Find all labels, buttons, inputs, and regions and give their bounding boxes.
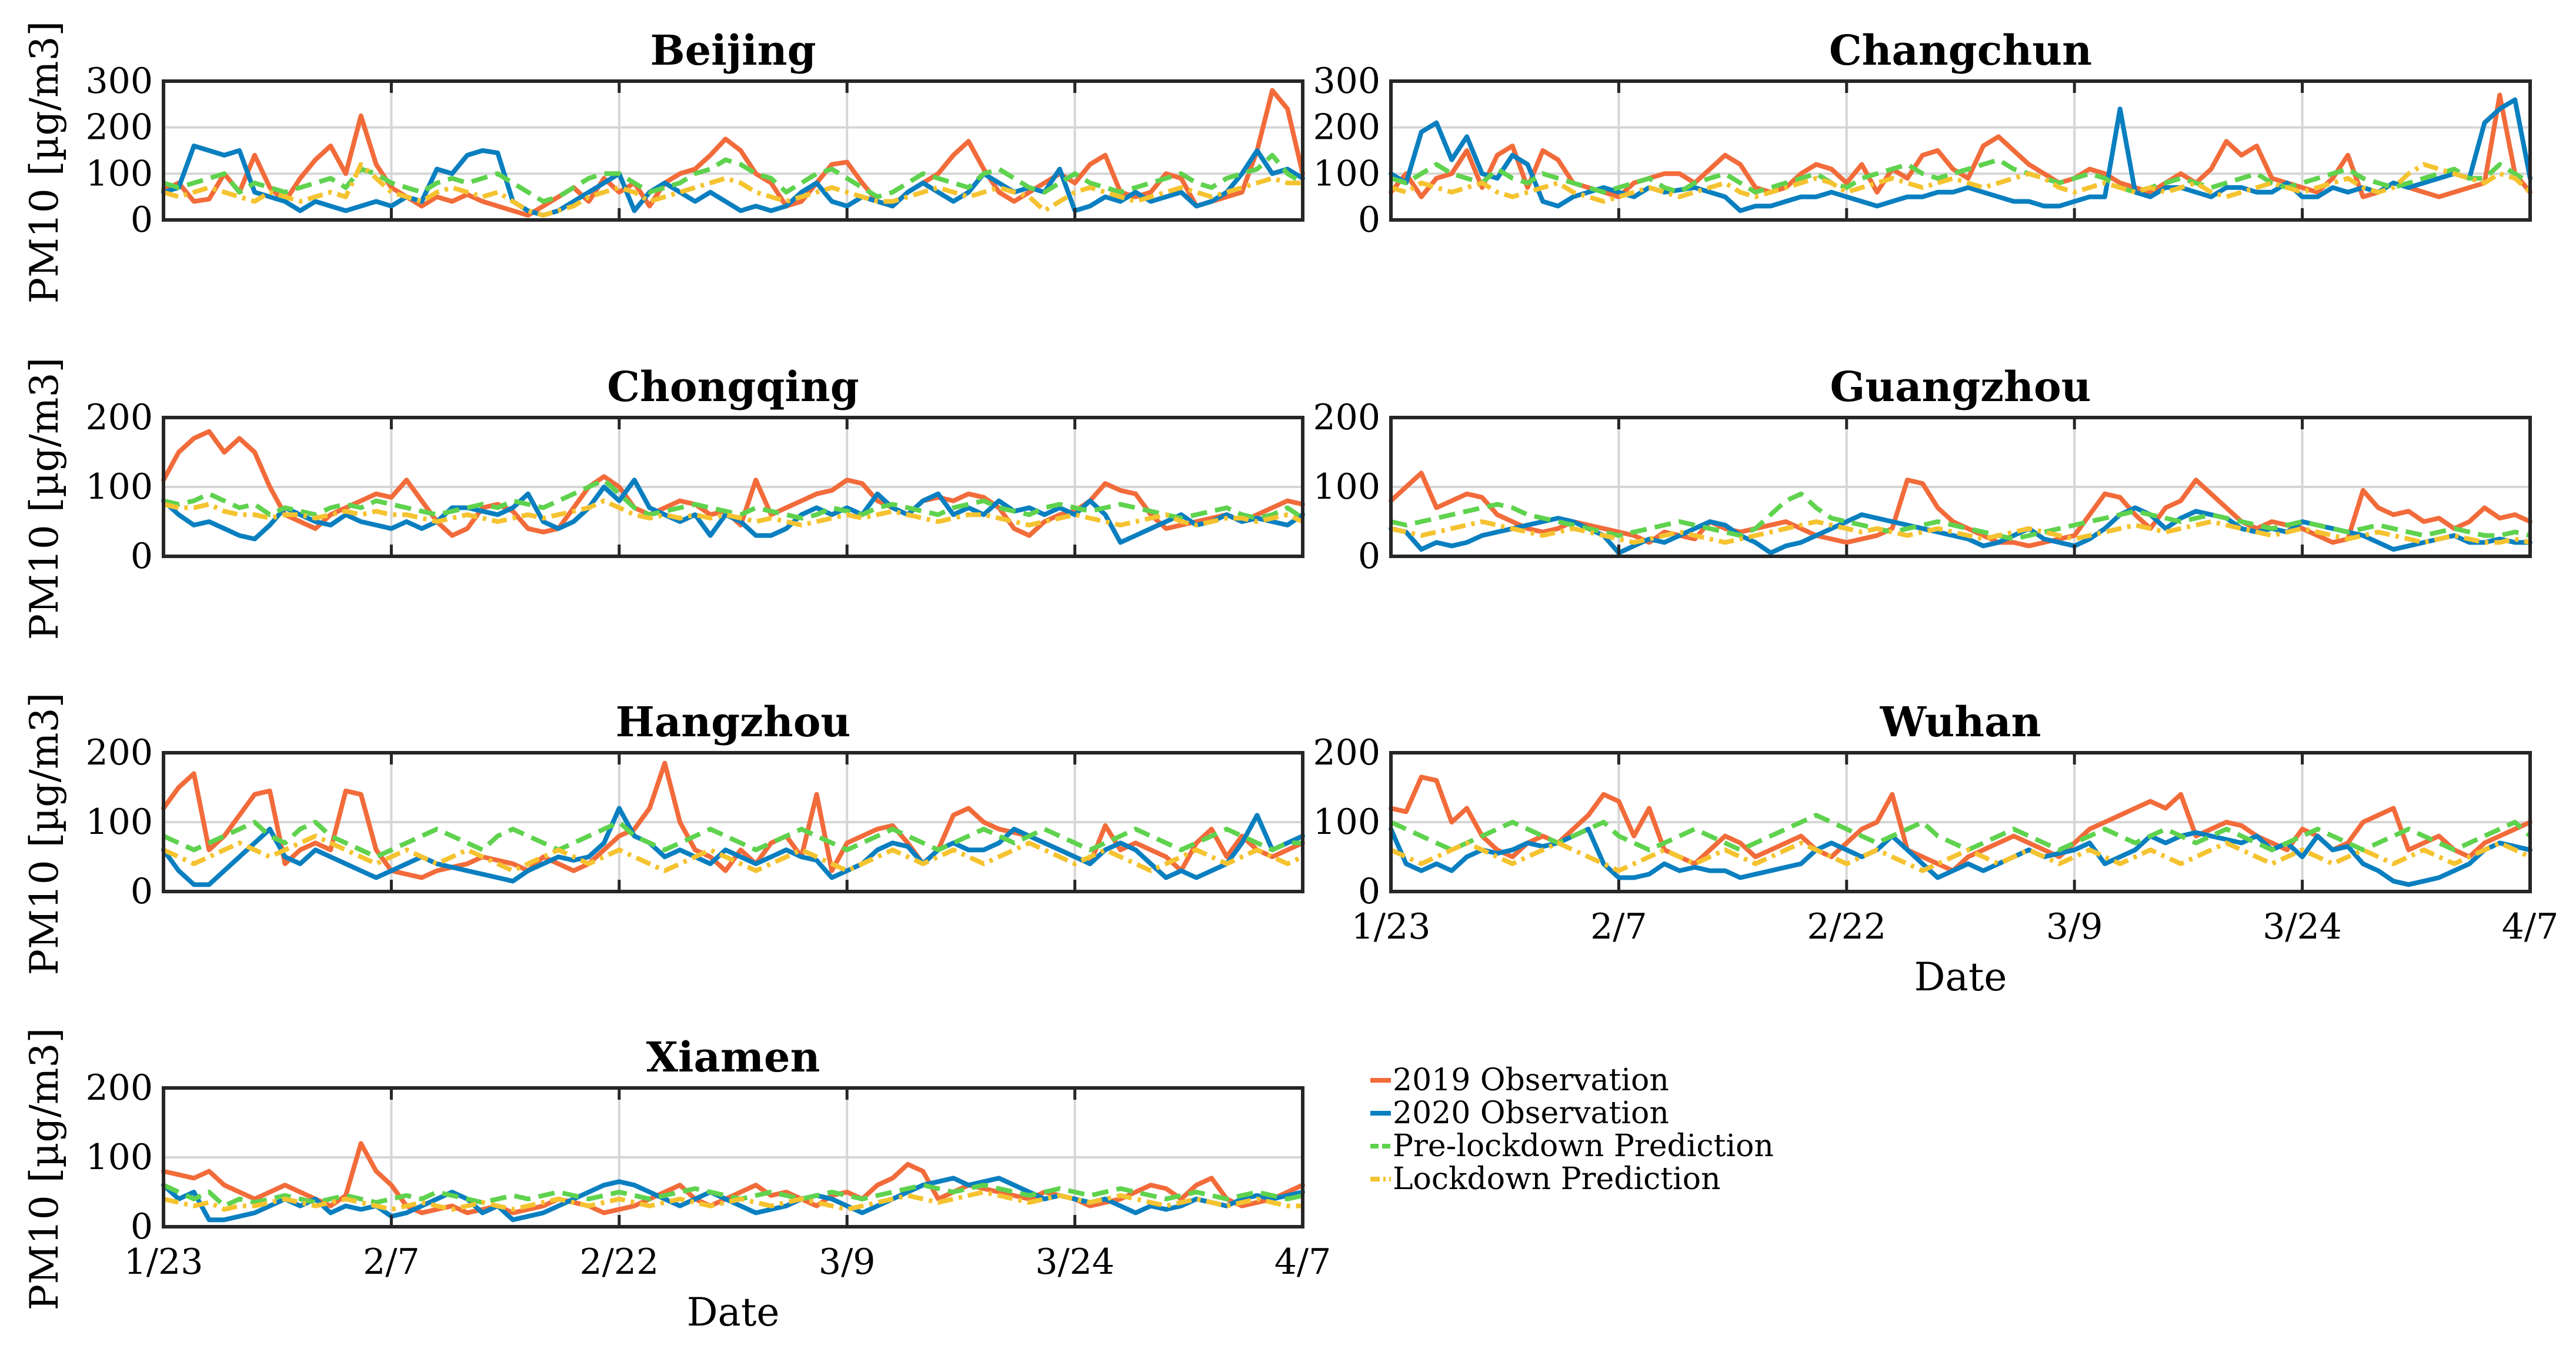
y-tick-label: 100: [85, 802, 153, 843]
series-line-lockdown-prediction: [1390, 840, 2531, 873]
chart-title: Hangzhou: [616, 697, 851, 746]
y-tick-label: 100: [85, 466, 153, 508]
series-line-pre-lockdown-prediction: [162, 820, 1303, 859]
chart-changchun: 0 100 200 300 Changchun: [1313, 26, 2532, 241]
x-axis-label: Date: [1914, 954, 2007, 1000]
chart-beijing: 0 100 200 300 Beijing PM10 [µg/m3]: [22, 21, 1305, 303]
legend-item-2020-observation: 2020 Observation: [1370, 1096, 1669, 1131]
legend-label: Lockdown Prediction: [1393, 1161, 1721, 1197]
plot-frame: [1389, 79, 2532, 222]
plot-frame: [162, 416, 1304, 558]
series-line-lockdown-prediction: [163, 1190, 1303, 1212]
series-line-2020-observation: [161, 806, 1305, 887]
series-line-pre-lockdown-prediction: [1390, 491, 2531, 542]
chart-title: Chongqing: [607, 362, 859, 411]
series-line-pre-lockdown-prediction: [162, 1183, 1303, 1209]
y-tick-label: 200: [85, 107, 153, 148]
legend-label: 2020 Observation: [1393, 1096, 1669, 1131]
y-tick-label: 0: [1358, 199, 1380, 241]
y-tick-label: 0: [131, 871, 153, 912]
chart-guangzhou: 0 100 200 Guangzhou: [1313, 362, 2532, 577]
y-tick-label: 300: [85, 61, 153, 102]
y-tick-label: 100: [85, 1137, 153, 1178]
series-line-pre-lockdown-prediction: [1390, 157, 2532, 195]
y-tick-label: 200: [1313, 107, 1380, 148]
chart-title: Changchun: [1829, 26, 2092, 75]
y-tick-label: 0: [1358, 871, 1380, 912]
y-tick-label: 200: [1313, 397, 1380, 438]
x-tick-label: 2/22: [1807, 906, 1886, 947]
y-axis-label: PM10 [µg/m3]: [22, 1028, 67, 1310]
chart-wuhan: 0 100 200 1/23 2/7 2/22 3/9 3/24 4/7 Wuhan Date: [1313, 697, 2558, 1000]
plot-frame: [1389, 416, 2532, 558]
series-line-2020-observation: [161, 143, 1305, 218]
chart-hangzhou: 0 100 200 Hangzhou PM10 [µg/m3]: [22, 693, 1305, 975]
x-tick-label: 1/23: [124, 1241, 203, 1283]
x-tick-label: 3/9: [819, 1241, 876, 1283]
series-line-lockdown-prediction: [162, 833, 1304, 873]
plot-frame: [162, 79, 1304, 222]
series-line-2020-observation: [1389, 97, 2532, 213]
y-tick-label: 300: [1313, 61, 1380, 102]
y-tick-label: 200: [85, 1067, 153, 1109]
y-tick-label: 200: [1313, 732, 1380, 773]
series-line-lockdown-prediction: [162, 162, 1303, 218]
chart-title: Guangzhou: [1830, 362, 2091, 411]
chart-chongqing: 0 100 200 Chongqing PM10 [µg/m3]: [22, 358, 1305, 640]
series-line-pre-lockdown-prediction: [1390, 813, 2532, 853]
x-tick-label: 1/23: [1352, 906, 1431, 947]
y-tick-label: 0: [131, 199, 153, 241]
x-tick-label: 4/7: [1274, 1241, 1332, 1283]
y-tick-label: 100: [1313, 466, 1380, 508]
y-tick-label: 0: [131, 1206, 153, 1247]
series-line-lockdown-prediction: [1390, 162, 2532, 204]
legend-item-2019-observation: 2019 Observation: [1370, 1063, 1669, 1098]
series-line-pre-lockdown-prediction: [163, 478, 1304, 521]
chart-xiamen: 0 100 200 1/23 2/7 2/22 3/9 3/24 4/7 Xiamen Date PM…: [22, 1028, 1331, 1335]
x-tick-label: 3/24: [2263, 906, 2342, 947]
legend-item-pre-lockdown-prediction: Pre-lockdown Prediction: [1370, 1129, 1774, 1164]
plot-frame: [162, 751, 1304, 893]
y-tick-label: 200: [85, 397, 153, 438]
series-line-2019-observation: [161, 88, 1305, 218]
series-line-lockdown-prediction: [1390, 519, 2531, 545]
x-tick-label: 3/9: [2046, 906, 2103, 947]
x-tick-label: 2/7: [1590, 906, 1647, 947]
x-tick-label: 4/7: [2502, 906, 2559, 947]
plot-frame: [1389, 751, 2532, 893]
series-line-pre-lockdown-prediction: [162, 152, 1304, 204]
plot-frame: [162, 1086, 1304, 1229]
x-axis-label: Date: [687, 1290, 780, 1335]
legend-label: Pre-lockdown Prediction: [1393, 1129, 1774, 1164]
y-axis-label: PM10 [µg/m3]: [22, 358, 67, 640]
x-tick-label: 2/22: [579, 1241, 659, 1283]
y-axis-label: PM10 [µg/m3]: [22, 21, 67, 303]
y-tick-label: 0: [1358, 536, 1380, 577]
series-line-lockdown-prediction: [163, 498, 1304, 528]
y-tick-label: 200: [85, 732, 153, 773]
y-tick-label: 0: [131, 536, 153, 577]
legend-item-lockdown-prediction: Lockdown Prediction: [1370, 1161, 1721, 1197]
y-tick-label: 100: [1313, 153, 1380, 194]
chart-title: Xiamen: [646, 1033, 820, 1081]
legend-label: 2019 Observation: [1393, 1063, 1669, 1098]
y-tick-label: 100: [85, 153, 153, 194]
x-tick-label: 3/24: [1035, 1241, 1115, 1283]
y-tick-label: 100: [1313, 802, 1380, 843]
chart-title: Wuhan: [1880, 697, 2041, 746]
x-tick-label: 2/7: [363, 1241, 420, 1283]
chart-title: Beijing: [650, 26, 816, 75]
y-axis-label: PM10 [µg/m3]: [22, 693, 67, 975]
